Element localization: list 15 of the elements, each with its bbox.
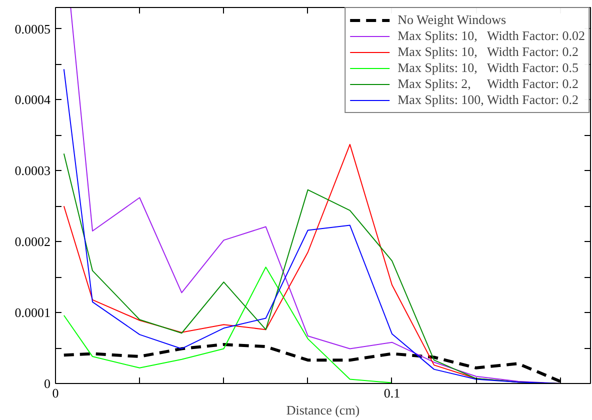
legend-label: Max Splits: 10, Width Factor: 0.5 [398,60,578,76]
x-tick-label: 0.1 [384,386,400,400]
y-tick-label: 0.0004 [14,92,51,108]
y-tick-label: 0.0005 [14,21,50,36]
legend-label: Max Splits: 10, Width Factor: 0.2 [398,44,578,60]
y-tick-label: 0.0003 [14,163,50,178]
line-series [63,266,392,384]
legend-label: Max Splits: 2, Width Factor: 0.2 [398,76,578,92]
y-tick-label: 0.0002 [14,234,50,250]
y-tick-label: 0 [44,376,50,391]
y-tick-label: 0.0001 [14,305,50,320]
legend-label: Max Splits: 100, Width Factor: 0.2 [398,92,578,108]
legend-label: No Weight Windows [398,12,506,28]
x-axis-title: Distance (cm) [286,402,360,418]
legend-label: Max Splits: 10, Width Factor: 0.02 [398,28,585,44]
